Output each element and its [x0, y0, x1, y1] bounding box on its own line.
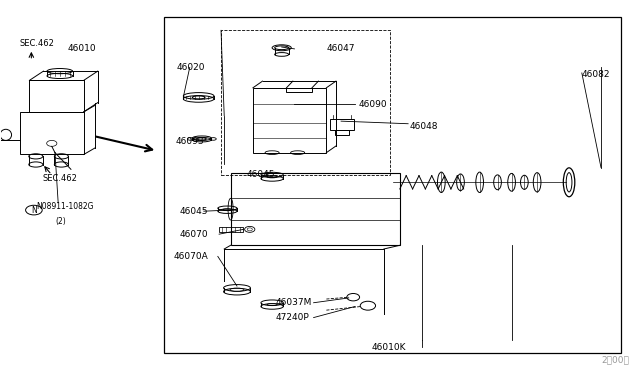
Text: 46020: 46020	[176, 63, 205, 72]
Bar	[20, 112, 84, 154]
Text: 46093: 46093	[175, 137, 204, 146]
Bar	[253, 88, 326, 153]
Text: 46047: 46047	[326, 44, 355, 53]
Text: 46010K: 46010K	[371, 343, 406, 352]
Text: (2): (2)	[55, 217, 66, 226]
Text: 46010: 46010	[68, 44, 97, 53]
Text: N: N	[31, 206, 36, 215]
Text: 2怀00: 2怀00	[602, 355, 630, 364]
Text: 46037M: 46037M	[275, 298, 312, 307]
Text: 46045: 46045	[246, 170, 275, 179]
Bar	[335, 131, 349, 135]
Text: 47240P: 47240P	[275, 313, 309, 322]
Text: 46070: 46070	[179, 230, 208, 239]
Text: N08911-1082G: N08911-1082G	[36, 202, 93, 211]
Bar	[164, 17, 621, 353]
Bar	[221, 31, 390, 175]
Bar	[330, 119, 354, 131]
Bar	[230, 173, 400, 245]
Text: 46048: 46048	[410, 122, 438, 131]
Bar	[287, 88, 312, 92]
Bar	[219, 227, 243, 232]
Text: 46082: 46082	[582, 70, 611, 79]
Text: SEC.462: SEC.462	[20, 39, 55, 48]
Bar	[29, 80, 84, 112]
Text: 46090: 46090	[358, 100, 387, 109]
Text: 46045: 46045	[179, 208, 208, 217]
Text: 46070A: 46070A	[173, 252, 208, 261]
Text: SEC.462: SEC.462	[42, 174, 77, 183]
